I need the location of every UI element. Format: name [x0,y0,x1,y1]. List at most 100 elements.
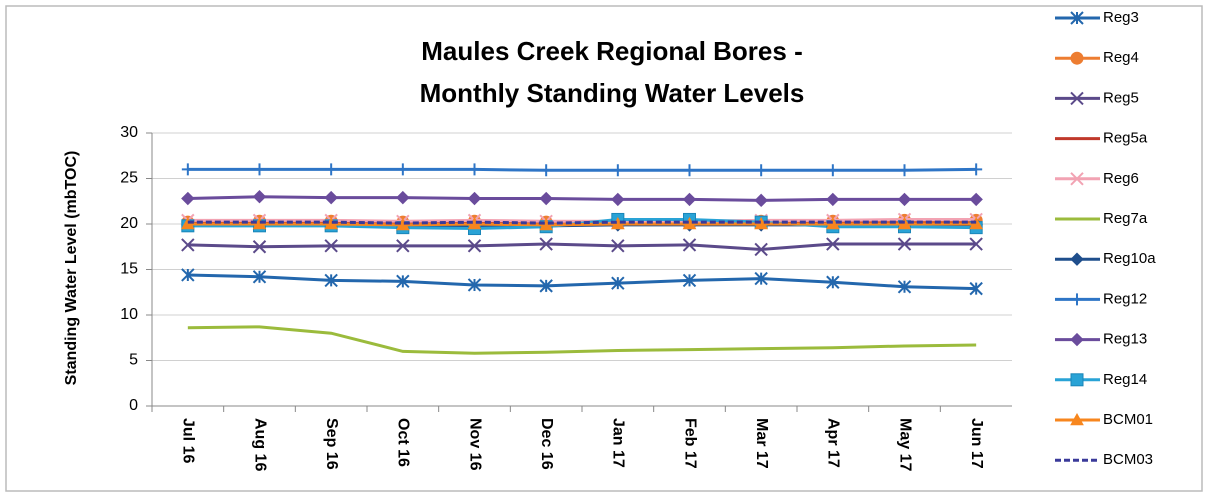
legend-marker [1070,172,1084,186]
legend-marker [1070,51,1084,65]
data-point [181,191,195,206]
legend-label: BCM03 [1103,451,1153,468]
legend-label: Reg3 [1103,9,1139,26]
data-point [467,191,482,206]
series-line [187,220,977,225]
chart-title: Monthly Standing Water Levels [420,78,805,108]
data-point [539,237,553,251]
data-point [324,190,338,205]
legend-label: Reg14 [1103,371,1147,388]
data-point [683,164,696,177]
x-tick-label: Jul 16 [180,418,197,463]
series-line [187,325,977,355]
data-point [969,281,983,296]
legend-label: Reg5a [1103,130,1148,147]
x-tick-label: Jun 17 [968,418,985,469]
y-tick-label: 15 [120,261,138,278]
data-point [611,192,625,207]
data-point [467,278,482,292]
data-point [396,163,409,176]
data-point [755,164,768,177]
x-tick-label: Feb 17 [681,418,698,469]
legend-marker [1070,373,1084,387]
x-tick-label: Nov 16 [466,418,483,471]
y-tick-label: 5 [129,352,138,369]
data-point [467,239,482,253]
x-tick-label: Mar 17 [753,418,770,469]
data-point [682,192,697,207]
data-point [181,238,195,252]
data-point [468,163,481,176]
data-point [969,192,983,207]
data-point [396,190,410,205]
data-point [897,192,912,207]
legend-marker [1070,91,1084,106]
data-point [897,280,912,294]
data-point [826,275,840,289]
x-tick-label: May 17 [896,418,913,471]
data-point [252,240,267,254]
data-point [754,271,768,286]
data-point [324,239,338,253]
legend-label: BCM01 [1103,411,1153,428]
data-point [539,191,553,206]
data-point [540,164,553,177]
legend-label: Reg6 [1103,170,1139,187]
y-tick-label: 10 [120,306,138,323]
chart-title: Maules Creek Regional Bores - [421,36,802,66]
chart-frame [5,5,1203,492]
legend-marker [1070,332,1084,347]
legend-marker [1071,293,1083,306]
data-point [682,273,697,288]
data-point [970,163,983,176]
data-point [611,164,624,177]
legend-label: Reg12 [1103,290,1147,307]
legend-marker [1070,252,1084,266]
y-tick-label: 30 [120,124,138,141]
y-tick-label: 20 [120,215,138,232]
data-point [754,193,768,208]
data-point [969,237,983,251]
data-point [611,276,625,290]
legend-label: Reg7a [1103,210,1148,227]
data-point [826,237,840,251]
data-point [396,274,410,289]
data-point [396,239,410,253]
series-line [187,242,977,251]
y-tick-label: 25 [120,170,138,187]
data-point [754,242,768,257]
data-point [897,237,912,251]
legend-marker [1070,412,1084,426]
legend-label: Reg4 [1103,49,1139,66]
data-point [181,268,195,282]
legend-label: Reg10a [1103,250,1156,267]
data-point [826,192,840,207]
x-tick-label: Apr 17 [825,418,842,468]
x-tick-label: Sep 16 [323,418,340,470]
data-point [682,238,697,252]
data-point [539,279,553,293]
y-tick-label: 0 [129,397,138,414]
series-line [187,167,977,172]
series-line [187,222,977,227]
data-point [324,273,338,288]
data-point [898,164,911,177]
x-tick-label: Aug 16 [251,418,268,471]
data-point [252,270,267,284]
x-tick-label: Jan 17 [610,418,627,468]
legend-marker [1070,11,1084,25]
series-line [187,273,977,291]
series-line [187,217,977,223]
legend-label: Reg13 [1103,331,1147,348]
x-tick-label: Oct 16 [395,418,412,467]
x-tick-label: Dec 16 [538,418,555,470]
data-point [611,239,625,253]
data-point [181,163,194,176]
data-point [253,163,266,176]
y-axis-label: Standing Water Level (mbTOC) [63,151,80,386]
series-line [187,195,977,202]
data-point [252,189,267,204]
data-point [325,163,338,176]
legend-label: Reg5 [1103,89,1139,106]
